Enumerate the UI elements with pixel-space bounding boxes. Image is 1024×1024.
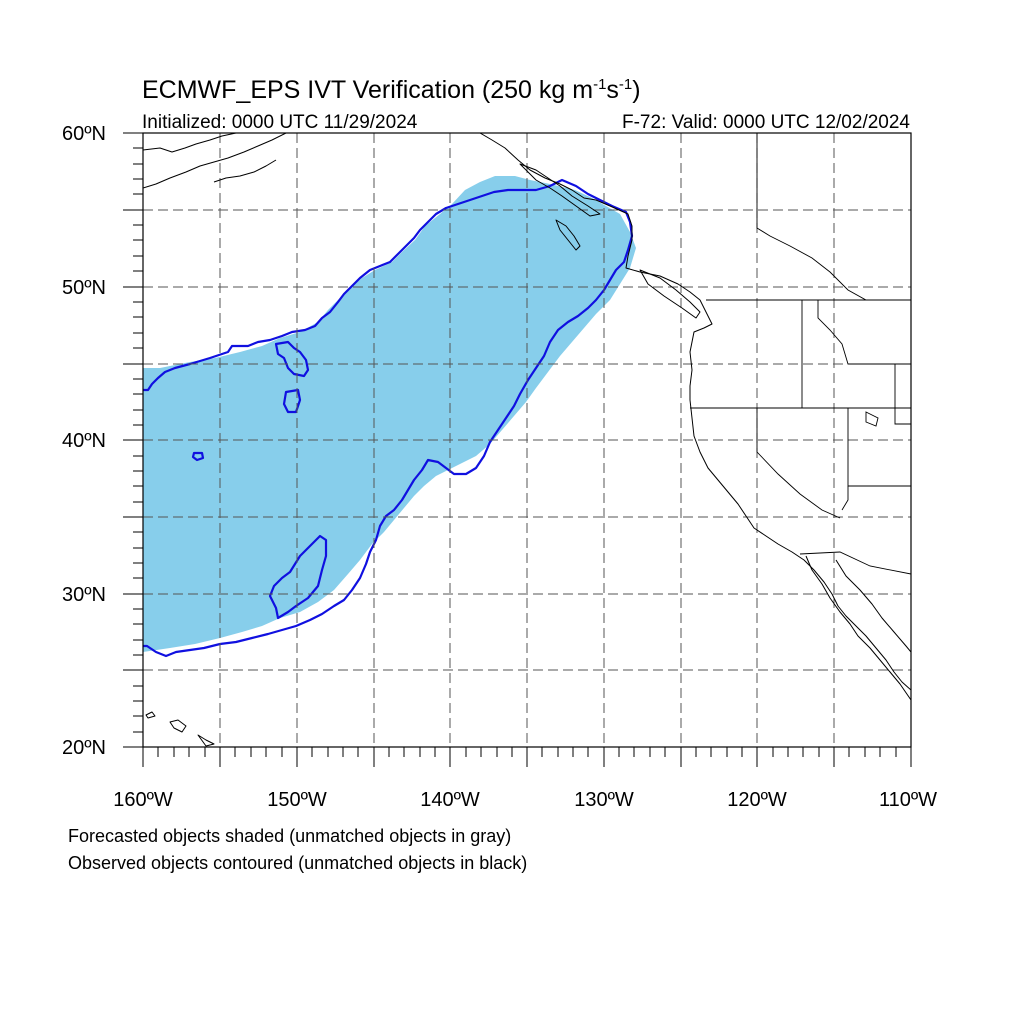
lat-label-30n: 30ºN (62, 584, 106, 606)
lat-label-40n: 40ºN (62, 430, 106, 452)
axis-ticks (123, 132, 912, 767)
coastline-alaska (143, 133, 287, 189)
political-boundaries (690, 133, 911, 575)
map-title: ECMWF_EPS IVT Verification (250 kg m-1s-… (142, 76, 641, 104)
coastline-hawaii (145, 711, 215, 747)
forecast-object (143, 176, 636, 652)
observed-legend-note: Observed objects contoured (unmatched ob… (68, 853, 528, 873)
coastline-alaska-panhandle (519, 163, 601, 217)
coastline-haida-gwaii (555, 219, 581, 251)
observed-object-small-4 (268, 534, 328, 620)
valid-time-label: F-72: Valid: 0000 UTC 12/02/2024 (622, 112, 910, 133)
observed-object-main (143, 178, 634, 658)
graticule (143, 133, 911, 747)
coastline-north-america (479, 133, 911, 691)
observed-object-small-1 (274, 340, 310, 378)
init-time-label: Initialized: 0000 UTC 11/29/2024 (142, 112, 418, 133)
lon-label-110w: 110ºW (879, 789, 937, 811)
lon-label-130w: 130ºW (574, 789, 634, 811)
lon-label-140w: 140ºW (420, 789, 480, 811)
observed-object-small-3 (191, 451, 205, 462)
lon-label-120w: 120ºW (727, 789, 787, 811)
coastline-gulf-of-california (805, 555, 911, 701)
coastline-vancouver-island (639, 269, 701, 319)
observed-object-small-2 (282, 388, 302, 414)
forecast-legend-note: Forecasted objects shaded (unmatched obj… (68, 826, 512, 846)
lon-label-150w: 150ºW (267, 789, 327, 811)
lon-label-160w: 160ºW (113, 789, 173, 811)
lat-label-20n: 20ºN (62, 737, 106, 759)
lat-label-60n: 60ºN (62, 123, 106, 145)
lat-label-50n: 50ºN (62, 277, 106, 299)
